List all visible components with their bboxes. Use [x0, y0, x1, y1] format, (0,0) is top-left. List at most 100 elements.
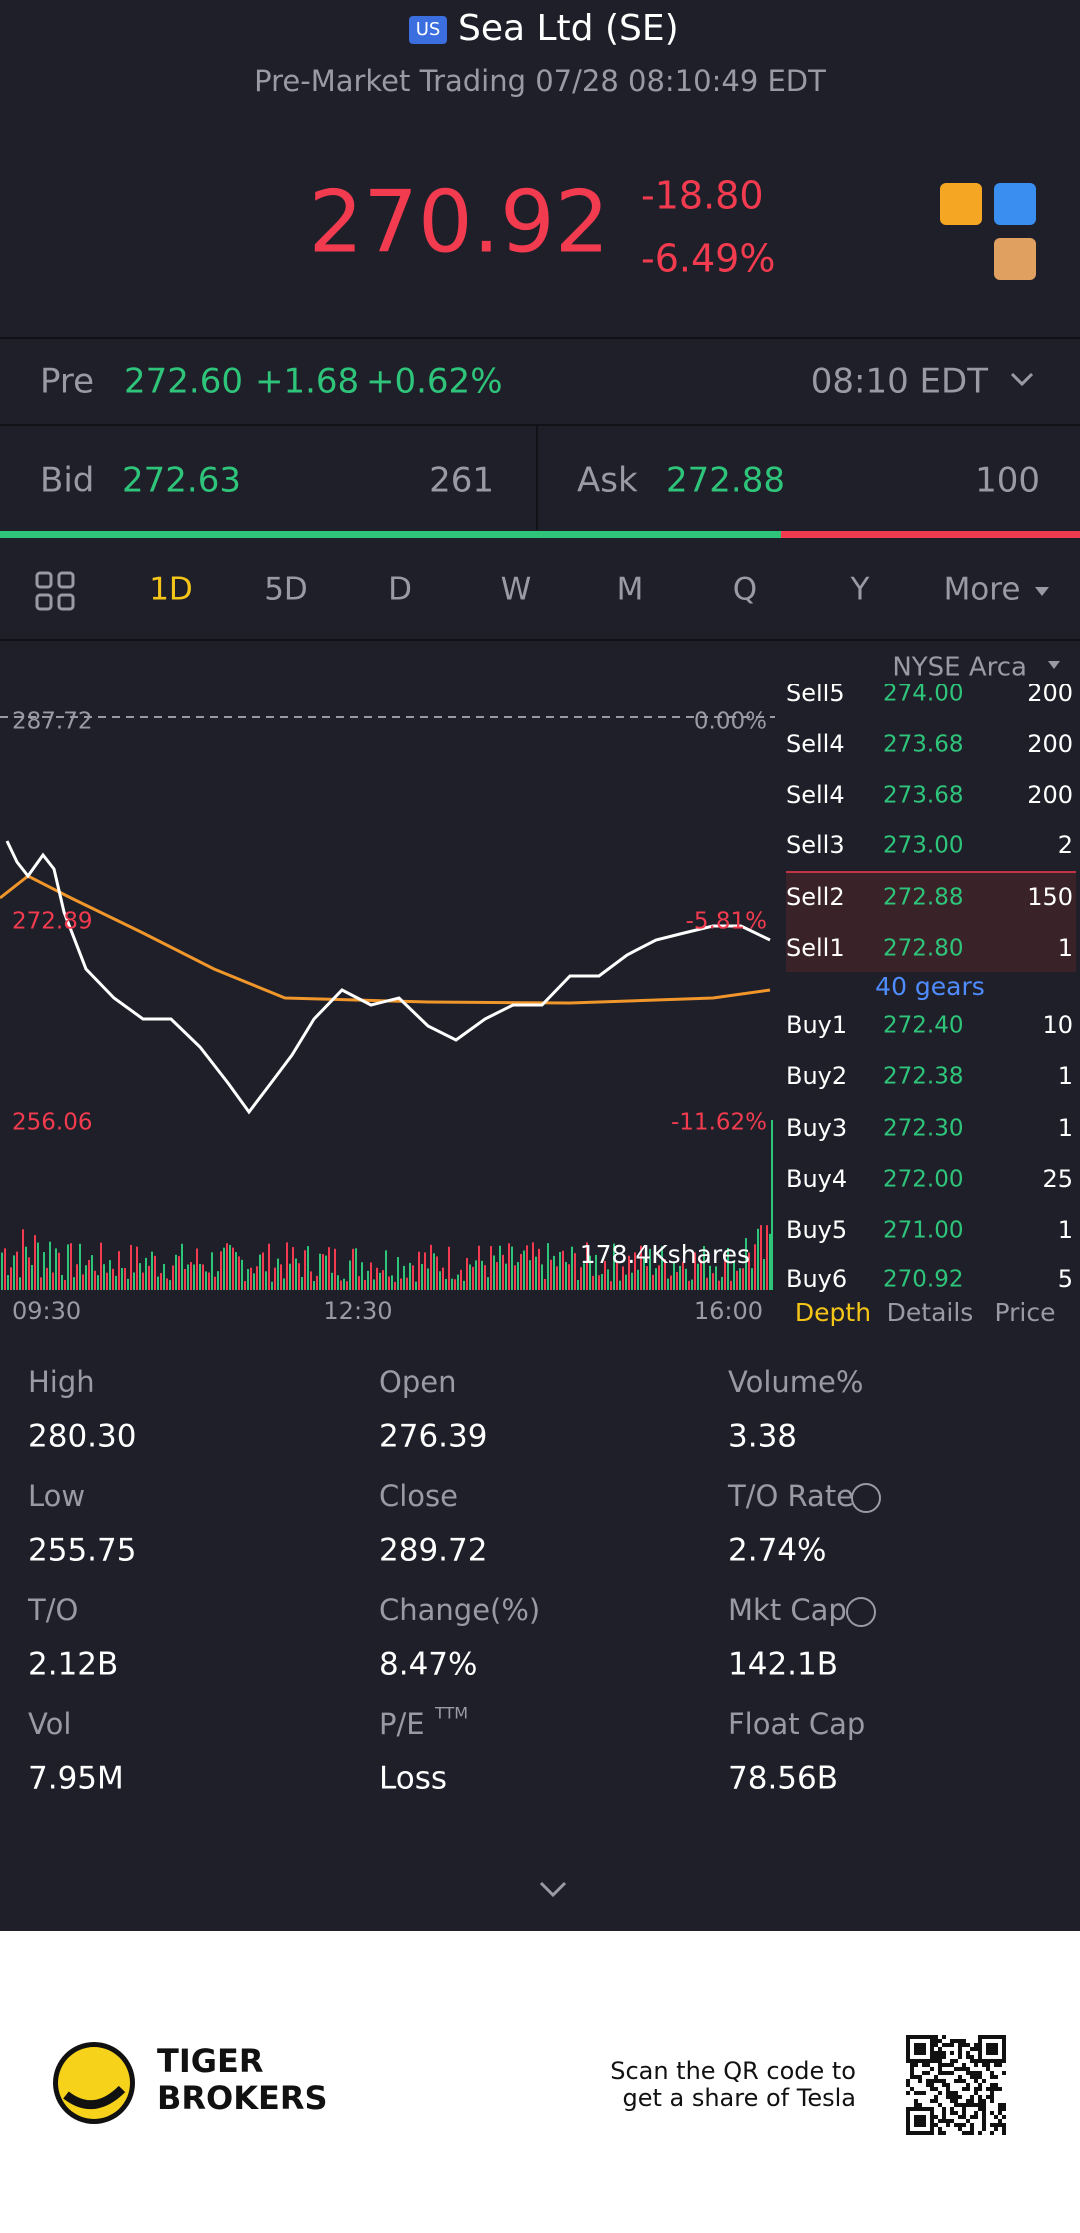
qr-cell — [938, 2071, 942, 2075]
volume-bar — [61, 1274, 63, 1290]
icon-layers[interactable] — [994, 238, 1036, 280]
qr-cell — [966, 2103, 970, 2107]
bid-label: Bid — [40, 461, 94, 501]
volume-bar — [571, 1246, 573, 1290]
qr-cell — [978, 2051, 982, 2055]
qr-cell — [922, 2091, 926, 2095]
qr-cell — [914, 2115, 918, 2119]
qr-cell — [1002, 2051, 1006, 2055]
ob-tab[interactable]: Price — [995, 1298, 1056, 1327]
volume-bar — [655, 1268, 657, 1290]
qr-cell — [970, 2095, 974, 2099]
qr-cell — [938, 2039, 942, 2043]
qr-cell — [906, 2123, 910, 2127]
qr-cell — [946, 2091, 950, 2095]
period-tab[interactable]: Q — [733, 572, 757, 608]
info-icon[interactable] — [851, 1483, 881, 1513]
qr-cell — [978, 2047, 982, 2051]
volume-bar — [718, 1280, 720, 1290]
stat-label: Float Cap — [728, 1707, 865, 1741]
ob-size: 1 — [1058, 1062, 1073, 1090]
qr-cell — [930, 2047, 934, 2051]
volume-bar — [679, 1265, 681, 1290]
qr-cell — [986, 2063, 990, 2067]
volume-bar — [97, 1275, 99, 1290]
qr-cell — [970, 2047, 974, 2051]
volume-bar — [193, 1264, 195, 1290]
volume-bar — [628, 1255, 630, 1290]
qr-cell — [958, 2095, 962, 2099]
qr-cell — [974, 2047, 978, 2051]
qr-cell — [978, 2099, 982, 2103]
qr-cell — [982, 2099, 986, 2103]
icon-dollar[interactable] — [940, 183, 982, 225]
qr-cell — [922, 2119, 926, 2123]
scan-text: get a share of Tesla — [622, 2084, 856, 2112]
qr-cell — [926, 2107, 930, 2111]
qr-cell — [978, 2043, 982, 2047]
qr-cell — [970, 2055, 974, 2059]
exchange-caret[interactable] — [1048, 661, 1060, 669]
volume-bar — [544, 1278, 546, 1290]
qr-cell — [938, 2079, 942, 2083]
qr-cell — [934, 2123, 938, 2127]
expand-caret[interactable] — [539, 1881, 567, 1898]
stat-value: 8.47% — [379, 1647, 477, 1683]
ob-tab[interactable]: Depth — [795, 1298, 871, 1327]
volume-bar — [721, 1276, 723, 1290]
qr-cell — [946, 2123, 950, 2127]
qr-cell — [930, 2127, 934, 2131]
volume-bar — [271, 1281, 273, 1290]
volume-bar — [235, 1252, 237, 1290]
volume-bar — [331, 1272, 333, 1290]
volume-bar — [310, 1271, 312, 1290]
qr-cell — [998, 2107, 1002, 2111]
volume-bar — [178, 1256, 180, 1290]
ob-level: Sell5 — [786, 679, 845, 707]
period-tab[interactable]: M — [617, 572, 644, 608]
qr-cell — [990, 2051, 994, 2055]
volume-bar — [337, 1275, 339, 1290]
qr-cell — [974, 2059, 978, 2063]
period-tab[interactable]: Y — [850, 572, 870, 608]
stat-label: Open — [379, 1365, 456, 1399]
period-tab[interactable]: 5D — [264, 572, 308, 608]
qr-cell — [946, 2083, 950, 2087]
volume-bar — [760, 1225, 762, 1290]
pre-caret[interactable] — [1010, 372, 1034, 387]
volume-bar — [616, 1261, 618, 1290]
qr-cell — [954, 2099, 958, 2103]
qr-cell — [938, 2067, 942, 2071]
qr-cell — [966, 2067, 970, 2071]
volume-bar — [364, 1279, 366, 1290]
qr-cell — [918, 2059, 922, 2063]
volume-bar — [145, 1257, 147, 1290]
icon-flash[interactable] — [994, 183, 1036, 225]
period-tab[interactable]: 1D — [149, 572, 193, 608]
qr-cell — [914, 2123, 918, 2127]
qr-cell — [990, 2131, 994, 2135]
grid-icon[interactable] — [35, 571, 75, 611]
volume-bar — [511, 1246, 513, 1290]
price: 270.92 — [309, 172, 610, 272]
period-tab[interactable]: D — [388, 572, 412, 608]
qr-cell — [962, 2103, 966, 2107]
volume-bar — [733, 1260, 735, 1290]
more-caret[interactable] — [1035, 587, 1049, 596]
stat-value: Loss — [379, 1761, 447, 1797]
volume-bar — [601, 1273, 603, 1290]
qr-cell — [978, 2107, 982, 2111]
stat-label: T/O Rate — [727, 1479, 854, 1513]
info-icon[interactable] — [846, 1597, 876, 1627]
qr-cell — [922, 2107, 926, 2111]
ob-tab[interactable]: Details — [887, 1298, 974, 1327]
volume-bar — [667, 1278, 669, 1290]
volume-bar — [88, 1259, 90, 1290]
qr-cell — [978, 2059, 982, 2063]
qr-cell — [942, 2079, 946, 2083]
exchange[interactable]: NYSE Arca — [892, 653, 1027, 683]
qr-cell — [958, 2127, 962, 2131]
period-tab[interactable]: More — [944, 572, 1021, 608]
period-tab[interactable]: W — [501, 572, 532, 608]
qr-cell — [938, 2127, 942, 2131]
